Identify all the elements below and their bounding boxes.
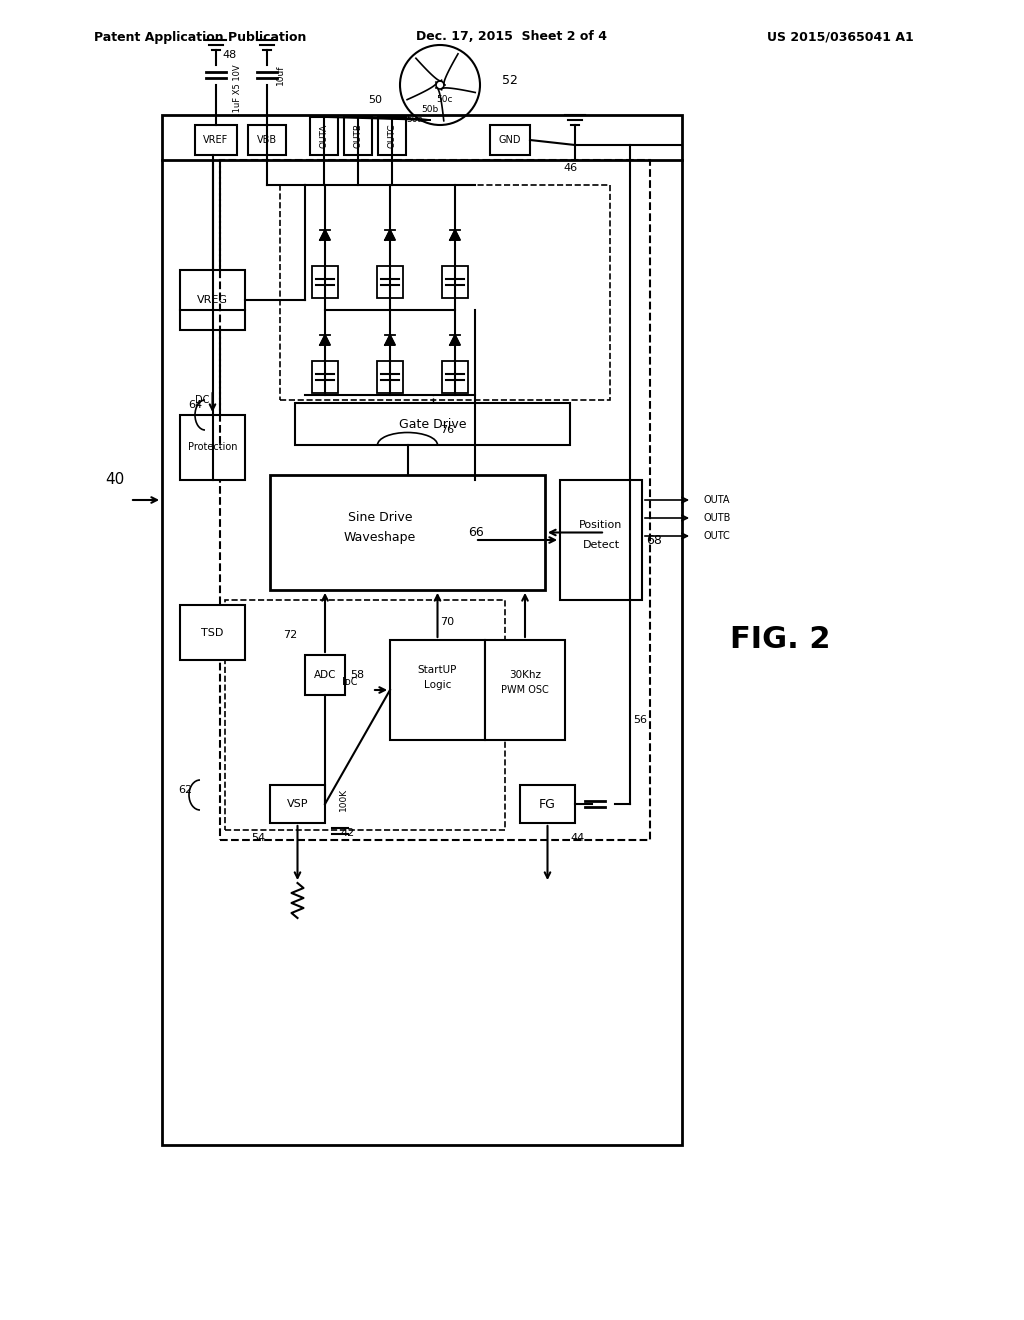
Text: 10uf: 10uf bbox=[275, 65, 285, 86]
Polygon shape bbox=[385, 230, 395, 240]
Text: VBB: VBB bbox=[257, 135, 278, 145]
Text: Detect: Detect bbox=[583, 540, 620, 550]
Text: Patent Application Publication: Patent Application Publication bbox=[94, 30, 306, 44]
Text: VREG: VREG bbox=[197, 294, 228, 305]
Text: 56: 56 bbox=[633, 715, 647, 725]
Text: OUTC: OUTC bbox=[387, 124, 396, 148]
Bar bbox=[180, 271, 245, 330]
Text: Position: Position bbox=[580, 520, 623, 531]
Text: .1uF X5 10V: .1uF X5 10V bbox=[233, 65, 243, 115]
Text: GND: GND bbox=[499, 135, 521, 145]
Text: 48: 48 bbox=[223, 50, 238, 59]
Text: FIG. 2: FIG. 2 bbox=[730, 626, 830, 655]
Bar bbox=[520, 785, 575, 822]
Text: Sine Drive: Sine Drive bbox=[348, 511, 413, 524]
Text: OUTB: OUTB bbox=[353, 124, 362, 149]
Polygon shape bbox=[450, 230, 460, 240]
Text: PWM OSC: PWM OSC bbox=[501, 685, 549, 696]
Text: OUTA: OUTA bbox=[703, 495, 730, 506]
Bar bbox=[195, 125, 237, 154]
Text: VSP: VSP bbox=[287, 799, 308, 809]
Bar bbox=[377, 360, 403, 393]
Text: StartUP: StartUP bbox=[418, 665, 457, 675]
Text: 62: 62 bbox=[178, 785, 193, 795]
Bar bbox=[377, 267, 403, 298]
Bar bbox=[442, 267, 468, 298]
Text: OUTC: OUTC bbox=[703, 531, 730, 541]
Polygon shape bbox=[385, 335, 395, 345]
Text: 66: 66 bbox=[468, 525, 484, 539]
Bar bbox=[220, 160, 650, 840]
Text: FG: FG bbox=[539, 797, 556, 810]
Text: Logic: Logic bbox=[424, 680, 452, 690]
Bar bbox=[485, 640, 565, 741]
Text: Protection: Protection bbox=[187, 442, 238, 453]
Text: 72: 72 bbox=[283, 630, 297, 640]
Text: TSD: TSD bbox=[202, 627, 223, 638]
Bar bbox=[490, 125, 530, 154]
Bar bbox=[280, 185, 610, 400]
Text: Dec. 17, 2015  Sheet 2 of 4: Dec. 17, 2015 Sheet 2 of 4 bbox=[417, 30, 607, 44]
Text: DC: DC bbox=[196, 395, 210, 405]
Text: 70: 70 bbox=[440, 616, 455, 627]
Text: Gate Drive: Gate Drive bbox=[398, 417, 466, 430]
Bar bbox=[270, 785, 325, 822]
Text: 64: 64 bbox=[188, 400, 202, 411]
Text: 46: 46 bbox=[563, 162, 578, 173]
Text: ADC: ADC bbox=[313, 671, 336, 680]
Text: IᴅC: IᴅC bbox=[342, 677, 357, 686]
Text: US 2015/0365041 A1: US 2015/0365041 A1 bbox=[767, 30, 913, 44]
Bar bbox=[312, 360, 338, 393]
Text: 40: 40 bbox=[105, 473, 125, 487]
Polygon shape bbox=[319, 230, 330, 240]
Polygon shape bbox=[450, 335, 460, 345]
Text: OUTA: OUTA bbox=[319, 124, 329, 148]
Text: VREF: VREF bbox=[204, 135, 228, 145]
Text: 76: 76 bbox=[440, 425, 455, 436]
Polygon shape bbox=[319, 335, 330, 345]
Text: 68: 68 bbox=[646, 533, 662, 546]
Text: Waveshape: Waveshape bbox=[344, 531, 416, 544]
Text: 54: 54 bbox=[251, 833, 265, 843]
Bar bbox=[312, 267, 338, 298]
Bar bbox=[225, 601, 505, 830]
Bar bbox=[442, 360, 468, 393]
Bar bbox=[162, 115, 682, 1144]
Bar bbox=[560, 480, 642, 601]
Bar bbox=[390, 640, 485, 741]
Text: 42: 42 bbox=[340, 828, 354, 838]
Bar bbox=[344, 117, 372, 154]
Bar bbox=[295, 403, 570, 445]
Text: 52: 52 bbox=[502, 74, 518, 87]
Text: OUTB: OUTB bbox=[703, 513, 731, 523]
Text: 50: 50 bbox=[368, 95, 382, 106]
Bar bbox=[180, 605, 245, 660]
Text: 58: 58 bbox=[350, 671, 365, 680]
Text: 50c: 50c bbox=[437, 95, 454, 104]
Bar bbox=[270, 475, 545, 590]
Text: 100K: 100K bbox=[339, 788, 347, 810]
Text: 44: 44 bbox=[570, 833, 585, 843]
Bar bbox=[378, 117, 406, 154]
Text: 50a: 50a bbox=[407, 116, 424, 124]
Bar bbox=[248, 125, 286, 154]
Bar bbox=[305, 655, 345, 696]
Bar bbox=[310, 117, 338, 154]
Text: 50b: 50b bbox=[421, 106, 438, 115]
Text: 30Khz: 30Khz bbox=[509, 671, 541, 680]
Bar bbox=[180, 414, 245, 480]
